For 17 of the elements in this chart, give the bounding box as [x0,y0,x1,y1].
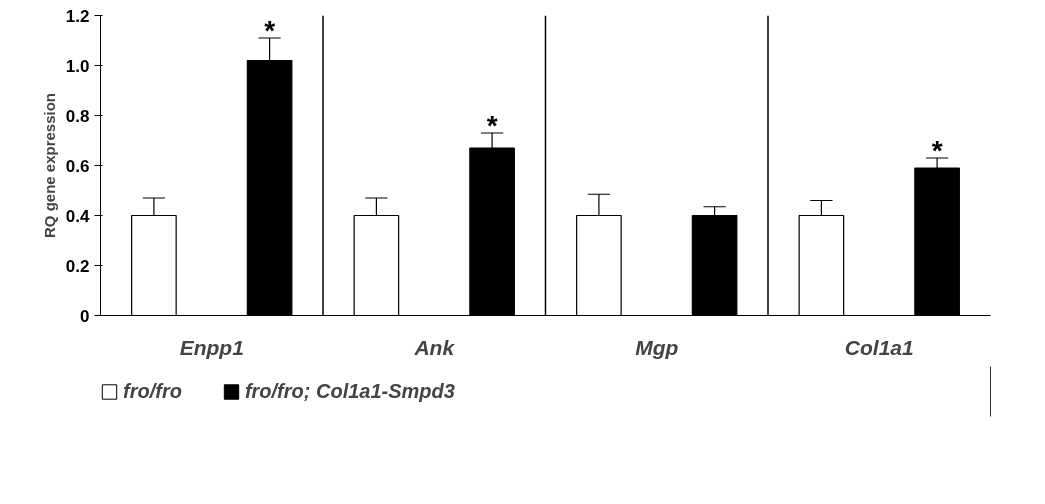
x-tick-label: Mgp [635,335,679,359]
y-tick-label: 0.8 [65,106,90,126]
x-tick-label: Col1a1 [844,335,914,359]
y-tick-label: 1.0 [65,56,90,76]
data-label: * [931,135,943,166]
data-label: * [264,15,276,46]
x-tick-label: Ank [413,335,456,359]
y-tick-label: 0.6 [65,156,90,176]
y-tick-label: 0.4 [65,206,91,226]
y-axis-title: RQ gene expression [40,92,58,239]
legend-label: fro/fro; Col1a1-Smpd3 [244,379,455,403]
x-tick-label: Enpp1 [179,335,244,359]
data-label: * [486,110,498,141]
legend-label: fro/fro [123,379,182,403]
y-tick-label: 1.2 [65,6,90,26]
y-tick-label: 0.2 [65,256,90,276]
y-tick-label: 0 [80,306,90,326]
